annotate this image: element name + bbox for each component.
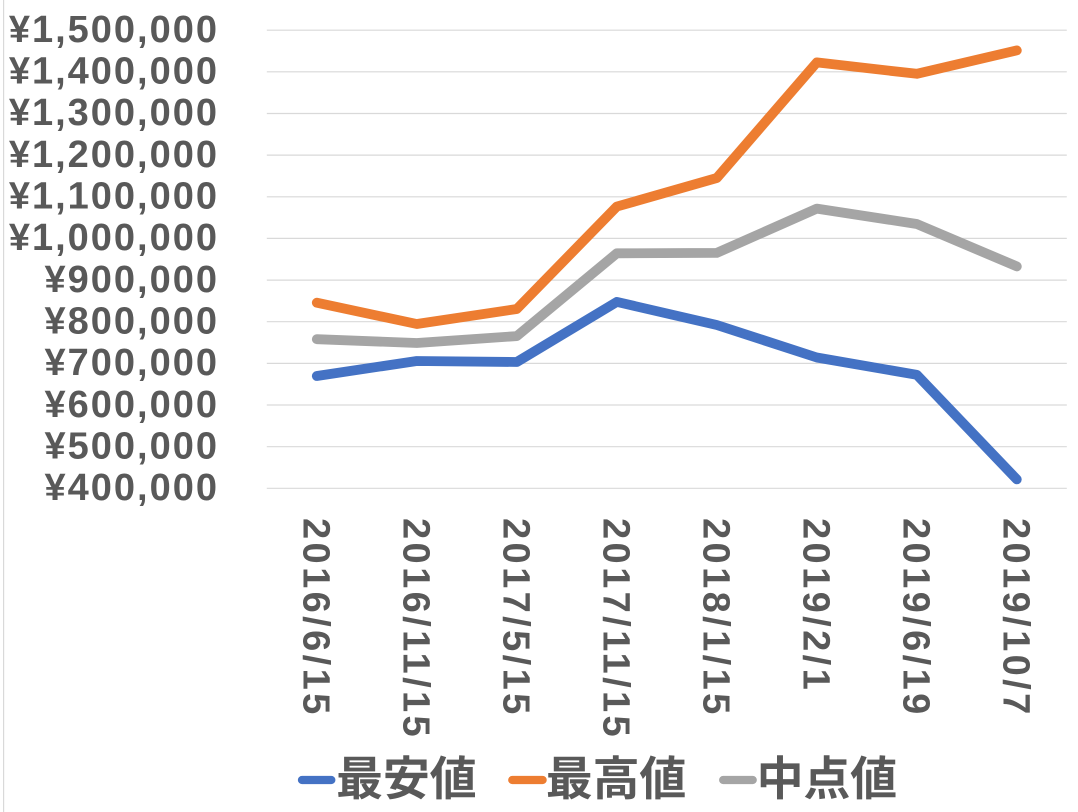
svg-text:2019/10/7: 2019/10/7 (994, 518, 1036, 718)
svg-text:¥1,500,000: ¥1,500,000 (9, 9, 219, 51)
svg-text:2017/5/15: 2017/5/15 (494, 518, 536, 718)
svg-text:¥900,000: ¥900,000 (45, 259, 220, 301)
svg-text:2016/11/15: 2016/11/15 (394, 518, 436, 740)
svg-text:¥400,000: ¥400,000 (45, 467, 220, 509)
svg-text:¥800,000: ¥800,000 (45, 301, 220, 343)
svg-text:¥700,000: ¥700,000 (45, 342, 220, 384)
svg-text:2017/11/15: 2017/11/15 (594, 518, 636, 740)
svg-text:¥1,400,000: ¥1,400,000 (9, 51, 219, 93)
svg-text:¥1,300,000: ¥1,300,000 (9, 92, 219, 134)
svg-text:¥1,100,000: ¥1,100,000 (9, 176, 219, 218)
svg-text:¥600,000: ¥600,000 (45, 384, 220, 426)
svg-text:¥500,000: ¥500,000 (45, 425, 220, 467)
svg-text:2019/2/1: 2019/2/1 (794, 518, 836, 693)
svg-text:¥1,000,000: ¥1,000,000 (9, 217, 219, 259)
svg-text:¥1,200,000: ¥1,200,000 (9, 134, 219, 176)
svg-text:2019/6/19: 2019/6/19 (894, 518, 936, 718)
svg-text:2018/1/15: 2018/1/15 (694, 518, 736, 718)
svg-text:2016/6/15: 2016/6/15 (294, 518, 336, 718)
